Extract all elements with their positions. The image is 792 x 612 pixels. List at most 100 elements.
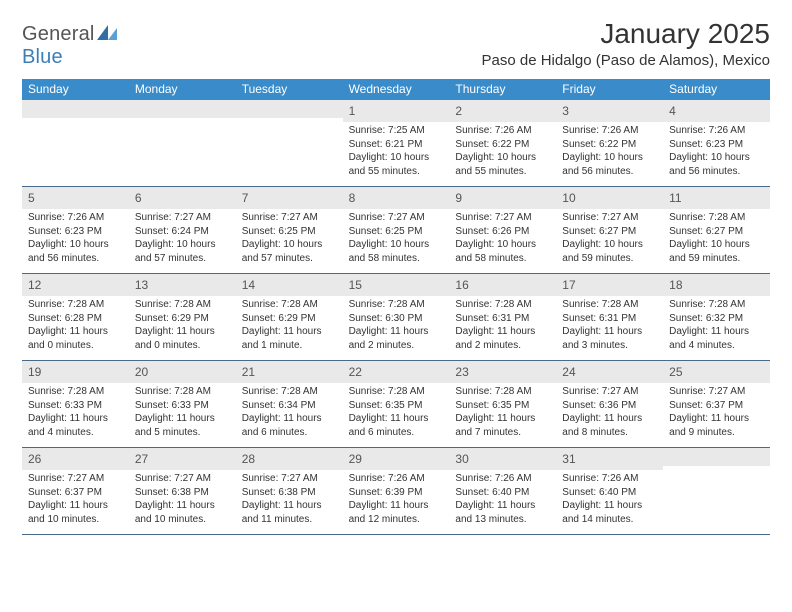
day-info: Sunrise: 7:27 AMSunset: 6:38 PMDaylight:… (133, 472, 232, 526)
sunrise-text: Sunrise: 7:28 AM (349, 385, 446, 399)
day-number-row: 9 (449, 187, 556, 209)
sunset-text: Sunset: 6:22 PM (455, 138, 552, 152)
daylight-text: Daylight: 11 hours and 2 minutes. (349, 325, 446, 352)
daylight-text: Daylight: 11 hours and 10 minutes. (135, 499, 232, 526)
daylight-text: Daylight: 11 hours and 0 minutes. (135, 325, 232, 352)
day-number: 8 (349, 191, 356, 205)
day-info: Sunrise: 7:28 AMSunset: 6:27 PMDaylight:… (667, 211, 766, 265)
daylight-text: Daylight: 11 hours and 4 minutes. (28, 412, 125, 439)
day-number-row: 18 (663, 274, 770, 296)
day-number: 7 (242, 191, 249, 205)
location-text: Paso de Hidalgo (Paso de Alamos), Mexico (482, 52, 770, 69)
day-cell: 25Sunrise: 7:27 AMSunset: 6:37 PMDayligh… (663, 361, 770, 447)
day-number: 4 (669, 104, 676, 118)
day-number-row: 22 (343, 361, 450, 383)
day-info: Sunrise: 7:27 AMSunset: 6:24 PMDaylight:… (133, 211, 232, 265)
day-info: Sunrise: 7:27 AMSunset: 6:25 PMDaylight:… (347, 211, 446, 265)
day-cell: 29Sunrise: 7:26 AMSunset: 6:39 PMDayligh… (343, 448, 450, 534)
sunset-text: Sunset: 6:35 PM (455, 399, 552, 413)
day-info: Sunrise: 7:28 AMSunset: 6:33 PMDaylight:… (133, 385, 232, 439)
week-row: 5Sunrise: 7:26 AMSunset: 6:23 PMDaylight… (22, 187, 770, 274)
daylight-text: Daylight: 10 hours and 58 minutes. (349, 238, 446, 265)
day-info: Sunrise: 7:27 AMSunset: 6:25 PMDaylight:… (240, 211, 339, 265)
day-number: 20 (135, 365, 148, 379)
sunrise-text: Sunrise: 7:27 AM (135, 211, 232, 225)
sunrise-text: Sunrise: 7:28 AM (28, 298, 125, 312)
sunset-text: Sunset: 6:23 PM (28, 225, 125, 239)
sunrise-text: Sunrise: 7:26 AM (562, 472, 659, 486)
sunset-text: Sunset: 6:39 PM (349, 486, 446, 500)
sunrise-text: Sunrise: 7:28 AM (242, 385, 339, 399)
sunset-text: Sunset: 6:30 PM (349, 312, 446, 326)
day-number: 25 (669, 365, 682, 379)
day-info: Sunrise: 7:28 AMSunset: 6:33 PMDaylight:… (26, 385, 125, 439)
sunset-text: Sunset: 6:25 PM (349, 225, 446, 239)
sunset-text: Sunset: 6:22 PM (562, 138, 659, 152)
day-info: Sunrise: 7:26 AMSunset: 6:40 PMDaylight:… (453, 472, 552, 526)
sunrise-text: Sunrise: 7:28 AM (135, 385, 232, 399)
day-number-row: 8 (343, 187, 450, 209)
day-number-row: 19 (22, 361, 129, 383)
weeks-container: 1Sunrise: 7:25 AMSunset: 6:21 PMDaylight… (22, 100, 770, 535)
day-cell: 3Sunrise: 7:26 AMSunset: 6:22 PMDaylight… (556, 100, 663, 186)
day-number: 31 (562, 452, 575, 466)
daylight-text: Daylight: 10 hours and 55 minutes. (349, 151, 446, 178)
day-number-row: 17 (556, 274, 663, 296)
sunrise-text: Sunrise: 7:26 AM (349, 472, 446, 486)
daylight-text: Daylight: 10 hours and 59 minutes. (669, 238, 766, 265)
day-info: Sunrise: 7:28 AMSunset: 6:30 PMDaylight:… (347, 298, 446, 352)
day-number: 6 (135, 191, 142, 205)
day-number: 26 (28, 452, 41, 466)
day-cell: 26Sunrise: 7:27 AMSunset: 6:37 PMDayligh… (22, 448, 129, 534)
sunrise-text: Sunrise: 7:26 AM (669, 124, 766, 138)
day-number-row (129, 100, 236, 118)
day-number: 22 (349, 365, 362, 379)
day-info: Sunrise: 7:26 AMSunset: 6:22 PMDaylight:… (560, 124, 659, 178)
sunrise-text: Sunrise: 7:26 AM (562, 124, 659, 138)
daylight-text: Daylight: 10 hours and 56 minutes. (28, 238, 125, 265)
sunset-text: Sunset: 6:37 PM (669, 399, 766, 413)
day-number: 12 (28, 278, 41, 292)
brand-word-2: Blue (22, 46, 63, 68)
sunrise-text: Sunrise: 7:26 AM (455, 472, 552, 486)
day-number: 21 (242, 365, 255, 379)
day-cell: 23Sunrise: 7:28 AMSunset: 6:35 PMDayligh… (449, 361, 556, 447)
day-cell: 21Sunrise: 7:28 AMSunset: 6:34 PMDayligh… (236, 361, 343, 447)
day-cell: 28Sunrise: 7:27 AMSunset: 6:38 PMDayligh… (236, 448, 343, 534)
day-number-row (22, 100, 129, 118)
sunset-text: Sunset: 6:25 PM (242, 225, 339, 239)
sunset-text: Sunset: 6:35 PM (349, 399, 446, 413)
day-cell: 18Sunrise: 7:28 AMSunset: 6:32 PMDayligh… (663, 274, 770, 360)
sunrise-text: Sunrise: 7:27 AM (242, 472, 339, 486)
day-number-row: 1 (343, 100, 450, 122)
day-cell (129, 100, 236, 186)
weekday-thursday: Thursday (449, 79, 556, 100)
day-cell: 31Sunrise: 7:26 AMSunset: 6:40 PMDayligh… (556, 448, 663, 534)
sunrise-text: Sunrise: 7:27 AM (669, 385, 766, 399)
day-number-row: 14 (236, 274, 343, 296)
daylight-text: Daylight: 10 hours and 58 minutes. (455, 238, 552, 265)
daylight-text: Daylight: 11 hours and 2 minutes. (455, 325, 552, 352)
sunset-text: Sunset: 6:33 PM (135, 399, 232, 413)
day-info: Sunrise: 7:28 AMSunset: 6:29 PMDaylight:… (240, 298, 339, 352)
sunrise-text: Sunrise: 7:28 AM (135, 298, 232, 312)
day-info: Sunrise: 7:28 AMSunset: 6:31 PMDaylight:… (453, 298, 552, 352)
sunrise-text: Sunrise: 7:28 AM (669, 211, 766, 225)
sunset-text: Sunset: 6:23 PM (669, 138, 766, 152)
day-info: Sunrise: 7:26 AMSunset: 6:39 PMDaylight:… (347, 472, 446, 526)
sunset-text: Sunset: 6:40 PM (455, 486, 552, 500)
sunrise-text: Sunrise: 7:27 AM (135, 472, 232, 486)
weekday-saturday: Saturday (663, 79, 770, 100)
sunset-text: Sunset: 6:21 PM (349, 138, 446, 152)
day-number-row: 25 (663, 361, 770, 383)
sunrise-text: Sunrise: 7:28 AM (242, 298, 339, 312)
day-cell: 10Sunrise: 7:27 AMSunset: 6:27 PMDayligh… (556, 187, 663, 273)
day-number: 13 (135, 278, 148, 292)
daylight-text: Daylight: 10 hours and 56 minutes. (669, 151, 766, 178)
sunset-text: Sunset: 6:27 PM (562, 225, 659, 239)
day-cell: 27Sunrise: 7:27 AMSunset: 6:38 PMDayligh… (129, 448, 236, 534)
day-info: Sunrise: 7:26 AMSunset: 6:23 PMDaylight:… (26, 211, 125, 265)
sunset-text: Sunset: 6:36 PM (562, 399, 659, 413)
sunrise-text: Sunrise: 7:27 AM (28, 472, 125, 486)
day-number-row: 15 (343, 274, 450, 296)
